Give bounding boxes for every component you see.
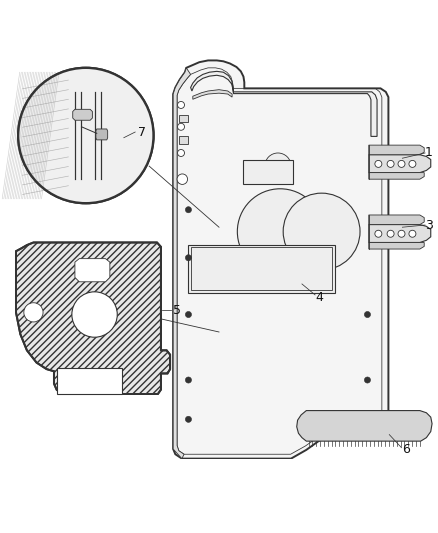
Circle shape xyxy=(398,230,405,237)
Circle shape xyxy=(409,230,416,237)
Circle shape xyxy=(18,68,153,203)
Text: 1: 1 xyxy=(425,147,433,159)
Circle shape xyxy=(177,176,184,183)
Circle shape xyxy=(283,193,360,270)
Polygon shape xyxy=(297,410,432,441)
Circle shape xyxy=(24,303,43,322)
Circle shape xyxy=(409,160,416,167)
Polygon shape xyxy=(369,224,431,243)
Polygon shape xyxy=(369,145,424,155)
Circle shape xyxy=(177,149,184,157)
Polygon shape xyxy=(173,60,389,458)
Circle shape xyxy=(185,207,191,213)
Polygon shape xyxy=(96,129,108,140)
Polygon shape xyxy=(173,68,191,458)
Circle shape xyxy=(364,311,371,318)
Circle shape xyxy=(387,160,394,167)
FancyBboxPatch shape xyxy=(179,136,187,144)
Polygon shape xyxy=(75,259,110,282)
Circle shape xyxy=(237,189,323,274)
Circle shape xyxy=(387,230,394,237)
Circle shape xyxy=(177,101,184,108)
Polygon shape xyxy=(369,155,431,173)
Text: 4: 4 xyxy=(315,290,323,304)
Polygon shape xyxy=(73,109,92,120)
Circle shape xyxy=(185,255,191,261)
Circle shape xyxy=(72,292,117,337)
Circle shape xyxy=(265,153,291,179)
Polygon shape xyxy=(173,458,420,480)
FancyBboxPatch shape xyxy=(188,245,335,293)
Polygon shape xyxy=(193,90,232,99)
FancyBboxPatch shape xyxy=(243,159,293,183)
Circle shape xyxy=(398,160,405,167)
Circle shape xyxy=(185,311,191,318)
Circle shape xyxy=(177,174,187,184)
Circle shape xyxy=(375,160,382,167)
Circle shape xyxy=(364,377,371,383)
Polygon shape xyxy=(16,243,170,394)
Circle shape xyxy=(185,416,191,422)
Polygon shape xyxy=(369,243,424,249)
Text: 6: 6 xyxy=(403,443,410,456)
Text: 7: 7 xyxy=(138,126,146,139)
Circle shape xyxy=(18,68,153,203)
Text: 5: 5 xyxy=(173,304,181,317)
Circle shape xyxy=(375,230,382,237)
FancyBboxPatch shape xyxy=(57,368,122,394)
Polygon shape xyxy=(369,173,424,179)
Circle shape xyxy=(185,377,191,383)
Polygon shape xyxy=(191,71,377,136)
Text: 3: 3 xyxy=(425,219,433,231)
Polygon shape xyxy=(369,215,424,224)
FancyBboxPatch shape xyxy=(179,115,187,123)
Circle shape xyxy=(177,123,184,130)
